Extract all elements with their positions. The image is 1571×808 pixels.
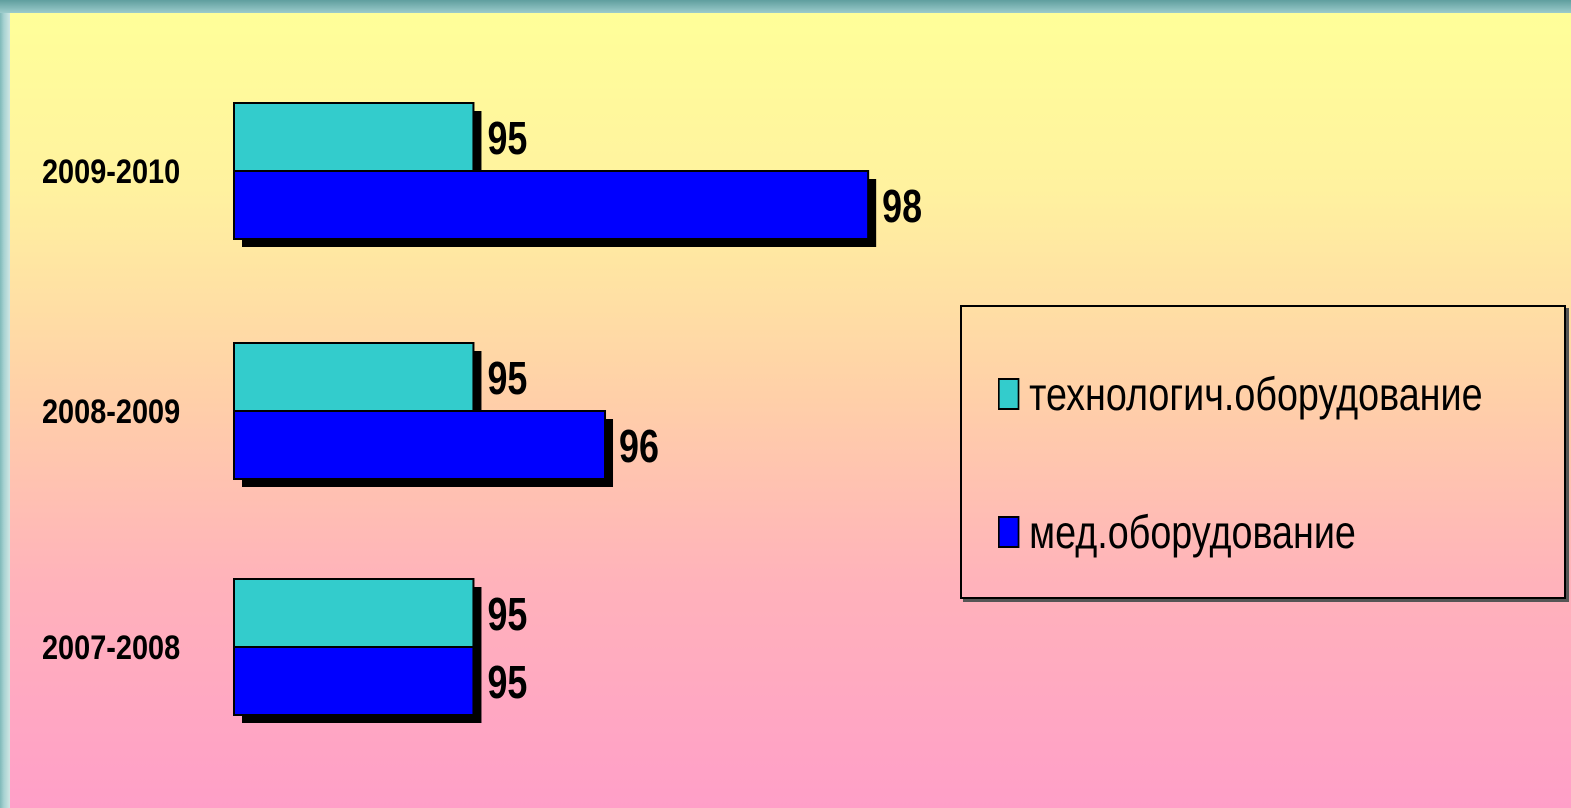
category-label-2008-2009: 2008-2009 [42,392,180,431]
category-label-2009-2010: 2009-2010 [42,152,180,191]
legend-label-technological-equipment: технологич.оборудование [1029,368,1483,420]
bar-technological-2007-2008 [233,578,475,648]
bar-medical-2007-2008 [233,646,475,716]
value-label-medical-2008-2009: 96 [619,421,659,472]
category-label-2007-2008: 2007-2008 [42,628,180,667]
legend-item-medical-equipment: мед.оборудование [998,505,1356,559]
value-label-medical-2007-2008: 95 [487,657,527,708]
bar-technological-2009-2010 [233,102,475,172]
legend-swatch-technological-equipment [998,378,1020,410]
value-label-technological-2009-2010: 95 [487,113,527,164]
value-label-technological-2008-2009: 95 [487,353,527,404]
legend-item-technological-equipment: технологич.оборудование [998,367,1483,421]
bar-medical-2009-2010 [233,170,870,240]
value-label-medical-2009-2010: 98 [882,181,922,232]
bar-technological-2008-2009 [233,342,475,412]
top-border-strip [0,0,1571,13]
value-label-technological-2007-2008: 95 [487,589,527,640]
legend-swatch-medical-equipment [998,516,1020,548]
legend-label-medical-equipment: мед.оборудование [1029,506,1356,558]
legend: технологич.оборудование мед.оборудование [960,305,1566,599]
bar-medical-2008-2009 [233,410,607,480]
